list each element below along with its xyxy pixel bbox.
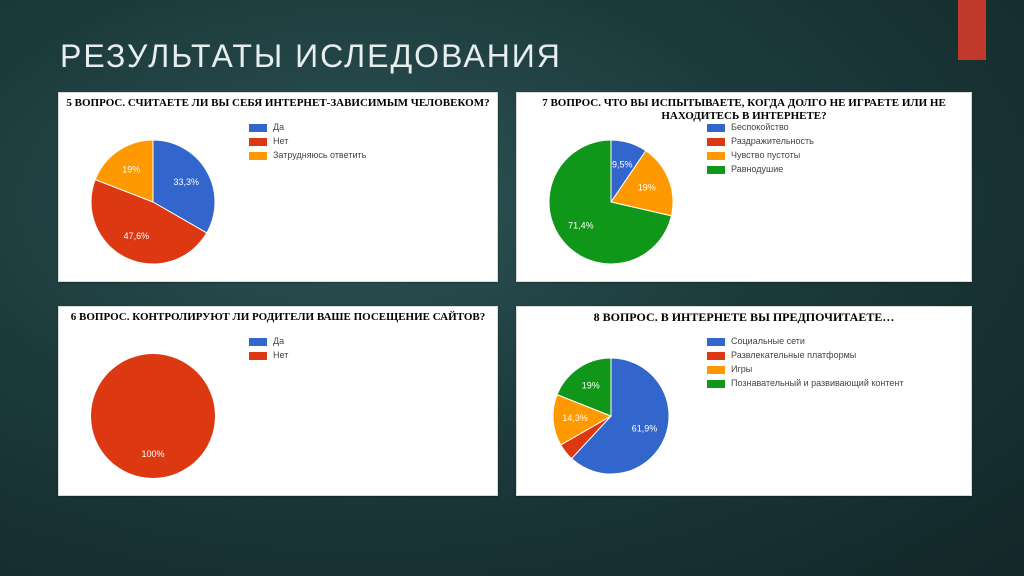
legend-swatch — [707, 352, 725, 360]
legend: Социальные сети Развлекательные платформы… — [701, 335, 967, 393]
pie-svg-q5: 33,3% 47,6% 19% — [73, 124, 233, 274]
chart-panel-q6: 6 ВОПРОС. КОНТРОЛИРУЮТ ЛИ РОДИТЕЛИ ВАШЕ … — [58, 306, 498, 496]
chart-body: 61,9% 14,3% 19% Социальные сети Развлекател… — [521, 335, 967, 491]
pie-chart: 61,9% 14,3% 19% — [521, 338, 701, 488]
legend-swatch — [707, 138, 725, 146]
legend: Беспокойство Раздражительность Чувство пус… — [701, 121, 967, 179]
legend-item: Игры — [707, 365, 967, 375]
slice-label: 19% — [122, 165, 140, 175]
legend-label: Нет — [273, 137, 288, 147]
pie-chart: 100% — [63, 338, 243, 488]
legend-swatch — [707, 166, 725, 174]
slice-label: 47,6% — [124, 231, 150, 241]
pie-svg-q7: 9,5% 19% 71,4% — [531, 124, 691, 274]
chart-title: 8 ВОПРОС. В ИНТЕРНЕТЕ ВЫ ПРЕДПОЧИТАЕТЕ… — [517, 307, 971, 327]
accent-ribbon — [958, 0, 986, 60]
legend-label: Равнодушие — [731, 165, 783, 175]
slice-label: 9,5% — [612, 160, 633, 170]
legend-item: Да — [249, 337, 493, 347]
legend-label: Да — [273, 123, 284, 133]
charts-grid: 5 ВОПРОС. СЧИТАЕТЕ ЛИ ВЫ СЕБЯ ИНТЕРНЕТ-З… — [58, 92, 970, 496]
legend-label: Беспокойство — [731, 123, 789, 133]
legend-item: Чувство пустоты — [707, 151, 967, 161]
chart-title: 7 ВОПРОС. ЧТО ВЫ ИСПЫТЫВАЕТЕ, КОГДА ДОЛГ… — [517, 93, 971, 124]
legend-swatch — [249, 352, 267, 360]
legend: Да Нет Затрудняюсь ответить — [243, 121, 493, 165]
slice-label: 61,9% — [632, 424, 658, 434]
legend-item: Познавательный и развивающий контент — [707, 379, 967, 389]
legend-swatch — [249, 124, 267, 132]
legend-item: Развлекательные платформы — [707, 351, 967, 361]
chart-body: 100% Да Нет — [63, 335, 493, 491]
chart-title: 6 ВОПРОС. КОНТРОЛИРУЮТ ЛИ РОДИТЕЛИ ВАШЕ … — [59, 307, 497, 326]
slice-label: 100% — [141, 449, 164, 459]
pie-svg-q6: 100% — [73, 338, 233, 488]
legend-label: Социальные сети — [731, 337, 805, 347]
pie-chart: 9,5% 19% 71,4% — [521, 124, 701, 274]
legend-label: Да — [273, 337, 284, 347]
pie-chart: 33,3% 47,6% 19% — [63, 124, 243, 274]
slice-label: 33,3% — [174, 177, 200, 187]
slice-label: 14,3% — [562, 413, 588, 423]
legend-swatch — [707, 380, 725, 388]
legend-item: Равнодушие — [707, 165, 967, 175]
legend-item: Социальные сети — [707, 337, 967, 347]
legend: Да Нет — [243, 335, 493, 365]
legend-swatch — [249, 138, 267, 146]
slice-label: 19% — [582, 381, 600, 391]
legend-label: Развлекательные платформы — [731, 351, 856, 361]
legend-swatch — [249, 152, 267, 160]
chart-title: 5 ВОПРОС. СЧИТАЕТЕ ЛИ ВЫ СЕБЯ ИНТЕРНЕТ-З… — [59, 93, 497, 112]
legend-item: Нет — [249, 137, 493, 147]
legend-label: Нет — [273, 351, 288, 361]
legend-item: Беспокойство — [707, 123, 967, 133]
legend-swatch — [249, 338, 267, 346]
legend-label: Чувство пустоты — [731, 151, 800, 161]
chart-body: 9,5% 19% 71,4% Беспокойство Раздражительнос… — [521, 121, 967, 277]
slice-label: 19% — [638, 182, 656, 192]
chart-body: 33,3% 47,6% 19% Да Нет Затрудняюсь ответить — [63, 121, 493, 277]
legend-swatch — [707, 366, 725, 374]
legend-label: Игры — [731, 365, 752, 375]
legend-item: Затрудняюсь ответить — [249, 151, 493, 161]
legend-item: Да — [249, 123, 493, 133]
pie-svg-q8: 61,9% 14,3% 19% — [531, 338, 691, 488]
pie-slice — [91, 354, 215, 478]
slice-label: 71,4% — [568, 220, 594, 230]
page-title: РЕЗУЛЬТАТЫ ИСЛЕДОВАНИЯ — [60, 38, 562, 75]
legend-swatch — [707, 124, 725, 132]
chart-panel-q7: 7 ВОПРОС. ЧТО ВЫ ИСПЫТЫВАЕТЕ, КОГДА ДОЛГ… — [516, 92, 972, 282]
legend-label: Затрудняюсь ответить — [273, 151, 366, 161]
legend-swatch — [707, 338, 725, 346]
chart-panel-q5: 5 ВОПРОС. СЧИТАЕТЕ ЛИ ВЫ СЕБЯ ИНТЕРНЕТ-З… — [58, 92, 498, 282]
legend-label: Раздражительность — [731, 137, 814, 147]
legend-item: Нет — [249, 351, 493, 361]
legend-label: Познавательный и развивающий контент — [731, 379, 904, 389]
chart-panel-q8: 8 ВОПРОС. В ИНТЕРНЕТЕ ВЫ ПРЕДПОЧИТАЕТЕ… … — [516, 306, 972, 496]
legend-item: Раздражительность — [707, 137, 967, 147]
legend-swatch — [707, 152, 725, 160]
